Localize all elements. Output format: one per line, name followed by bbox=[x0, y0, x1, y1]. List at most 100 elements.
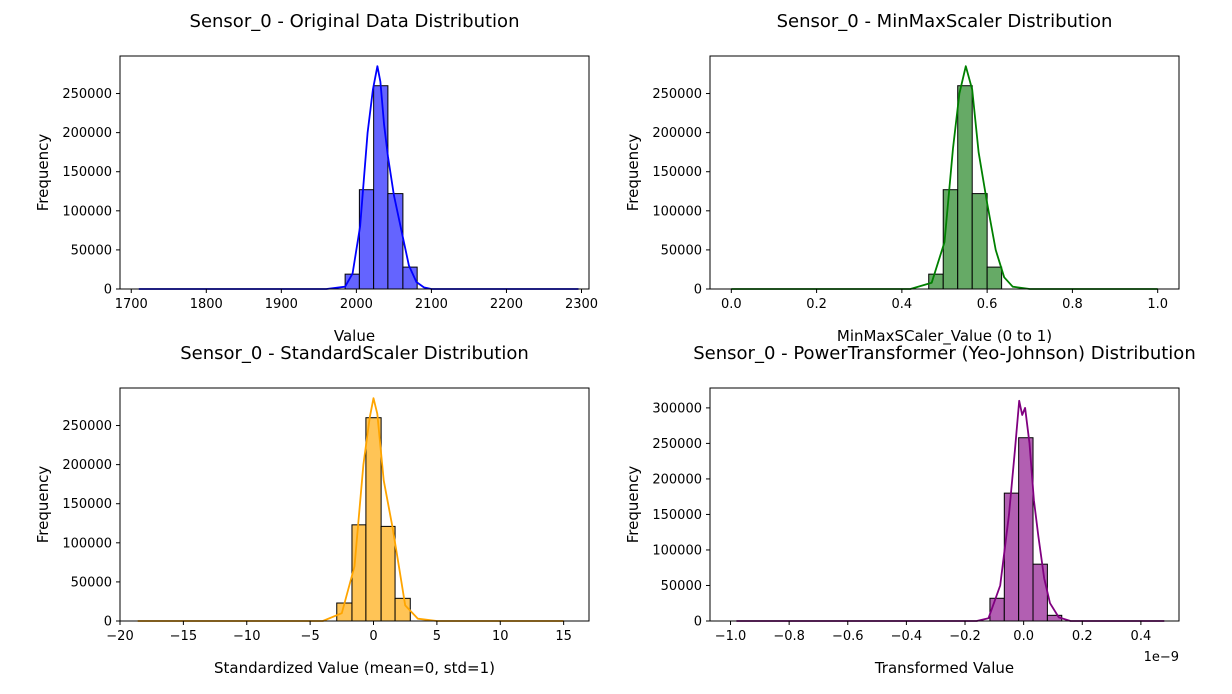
histogram-bar bbox=[351, 524, 367, 622]
y-tick-label: 50000 bbox=[661, 243, 702, 258]
histogram-bar bbox=[380, 525, 396, 622]
kde-line bbox=[731, 65, 1158, 290]
y-tick-label: 200000 bbox=[62, 126, 112, 141]
x-tick-label: 0.4 bbox=[1131, 629, 1152, 644]
y-tick-label: 0 bbox=[694, 283, 702, 298]
x-tick-label: −10 bbox=[233, 629, 260, 644]
y-tick-label: 50000 bbox=[71, 575, 112, 590]
y-tick-label: 150000 bbox=[62, 165, 112, 180]
x-tick-label: 1900 bbox=[265, 297, 298, 312]
y-tick-label: 100000 bbox=[62, 204, 112, 219]
x-tick-label: 0 bbox=[369, 629, 377, 644]
x-axis-label: Standardized Value (mean=0, std=1) bbox=[214, 659, 495, 677]
histogram-bar bbox=[387, 193, 404, 290]
y-tick-label: 0 bbox=[104, 615, 112, 630]
x-tick-label: 0.6 bbox=[977, 297, 998, 312]
x-tick-label: 0.0 bbox=[721, 297, 742, 312]
y-tick-label: 100000 bbox=[652, 543, 702, 558]
x-tick-label: 2000 bbox=[340, 297, 373, 312]
kde-line bbox=[138, 65, 579, 290]
x-tick-label: −0.2 bbox=[949, 629, 981, 644]
x-tick-label: 10 bbox=[492, 629, 509, 644]
subplot-3: Sensor_0 - StandardScaler Distribution −2… bbox=[34, 343, 590, 677]
subplot-4: Sensor_0 - PowerTransformer (Yeo-Johnson… bbox=[624, 343, 1196, 677]
y-tick-label: 250000 bbox=[62, 419, 112, 434]
subplot-1: Sensor_0 - Original Data Distribution 170… bbox=[34, 11, 598, 345]
histogram-bar bbox=[365, 417, 382, 622]
x-tick-label: 0.0 bbox=[1013, 629, 1034, 644]
histogram-bars bbox=[989, 437, 1063, 622]
y-tick-label: 150000 bbox=[652, 508, 702, 523]
y-axis: 0 50000 100000 150000 200000 250000 300000 bbox=[652, 401, 710, 630]
histogram-bar bbox=[1003, 492, 1020, 622]
x-tick-label: −0.8 bbox=[773, 629, 805, 644]
y-tick-label: 100000 bbox=[62, 536, 112, 551]
y-tick-label: 150000 bbox=[62, 497, 112, 512]
histogram-bar bbox=[928, 273, 944, 290]
y-axis-label: Frequency bbox=[624, 466, 642, 544]
y-axis-label: Frequency bbox=[34, 134, 52, 212]
y-axis-label: Frequency bbox=[34, 466, 52, 544]
axes-frame bbox=[119, 55, 590, 290]
x-tick-label: 0.8 bbox=[1062, 297, 1083, 312]
kde-line bbox=[736, 399, 1165, 622]
chart-title: Sensor_0 - StandardScaler Distribution bbox=[180, 343, 529, 364]
y-tick-label: 300000 bbox=[652, 401, 702, 416]
x-tick-label: −1.0 bbox=[715, 629, 747, 644]
chart-title: Sensor_0 - MinMaxScaler Distribution bbox=[777, 11, 1113, 32]
kde-line bbox=[137, 397, 564, 622]
x-axis-label: MinMaxSCaler_Value (0 to 1) bbox=[837, 327, 1052, 346]
x-tick-label: −15 bbox=[170, 629, 197, 644]
y-tick-label: 250000 bbox=[652, 437, 702, 452]
x-tick-label: −20 bbox=[106, 629, 133, 644]
axes-frame bbox=[119, 387, 590, 622]
y-tick-label: 50000 bbox=[71, 243, 112, 258]
y-tick-label: 50000 bbox=[661, 579, 702, 594]
x-tick-label: 1700 bbox=[115, 297, 148, 312]
x-axis: −1.0 −0.8 −0.6 −0.4 −0.2 0.0 0.2 0.4 bbox=[715, 621, 1152, 644]
y-axis: 0 50000 100000 150000 200000 250000 bbox=[652, 87, 710, 298]
histogram-bar bbox=[957, 85, 973, 290]
x-axis: 0.0 0.2 0.4 0.6 0.8 1.0 bbox=[721, 289, 1168, 312]
x-axis-label: Transformed Value bbox=[874, 659, 1014, 677]
x-tick-label: 0.2 bbox=[1072, 629, 1093, 644]
y-tick-label: 150000 bbox=[652, 165, 702, 180]
x-axis: 1700 1800 1900 2000 2100 2200 2300 bbox=[115, 289, 598, 312]
x-tick-label: 15 bbox=[555, 629, 572, 644]
y-tick-label: 200000 bbox=[652, 126, 702, 141]
x-tick-label: 2200 bbox=[490, 297, 523, 312]
y-axis-label: Frequency bbox=[624, 134, 642, 212]
x-tick-label: 2300 bbox=[565, 297, 598, 312]
y-tick-label: 100000 bbox=[652, 204, 702, 219]
x-axis-label: Value bbox=[334, 327, 375, 345]
y-tick-label: 250000 bbox=[652, 87, 702, 102]
y-tick-label: 0 bbox=[104, 283, 112, 298]
histogram-bar bbox=[1032, 563, 1048, 622]
histogram-bar bbox=[394, 597, 411, 622]
x-tick-label: 5 bbox=[433, 629, 441, 644]
chart-title: Sensor_0 - PowerTransformer (Yeo-Johnson… bbox=[693, 343, 1195, 364]
x-tick-label: −5 bbox=[301, 629, 320, 644]
y-tick-label: 200000 bbox=[62, 458, 112, 473]
x-tick-label: −0.4 bbox=[891, 629, 923, 644]
axes-frame bbox=[709, 387, 1180, 622]
y-axis: 0 50000 100000 150000 200000 250000 bbox=[62, 419, 120, 630]
y-axis: 0 50000 100000 150000 200000 250000 bbox=[62, 87, 120, 298]
x-offset-label: 1e−9 bbox=[1144, 650, 1179, 665]
x-tick-label: 0.2 bbox=[806, 297, 827, 312]
x-tick-label: 1800 bbox=[190, 297, 223, 312]
histogram-bars bbox=[344, 85, 418, 290]
y-tick-label: 200000 bbox=[652, 472, 702, 487]
x-tick-label: 2100 bbox=[415, 297, 448, 312]
histogram-bar bbox=[971, 193, 988, 290]
histogram-bar bbox=[373, 85, 389, 290]
histogram-bar bbox=[986, 266, 1003, 290]
x-tick-label: 0.4 bbox=[892, 297, 913, 312]
x-axis: −20 −15 −10 −5 0 5 10 15 bbox=[106, 621, 572, 644]
x-tick-label: −0.6 bbox=[832, 629, 864, 644]
axes-frame bbox=[709, 55, 1180, 290]
x-tick-label: 1.0 bbox=[1147, 297, 1168, 312]
chart-title: Sensor_0 - Original Data Distribution bbox=[190, 11, 520, 32]
